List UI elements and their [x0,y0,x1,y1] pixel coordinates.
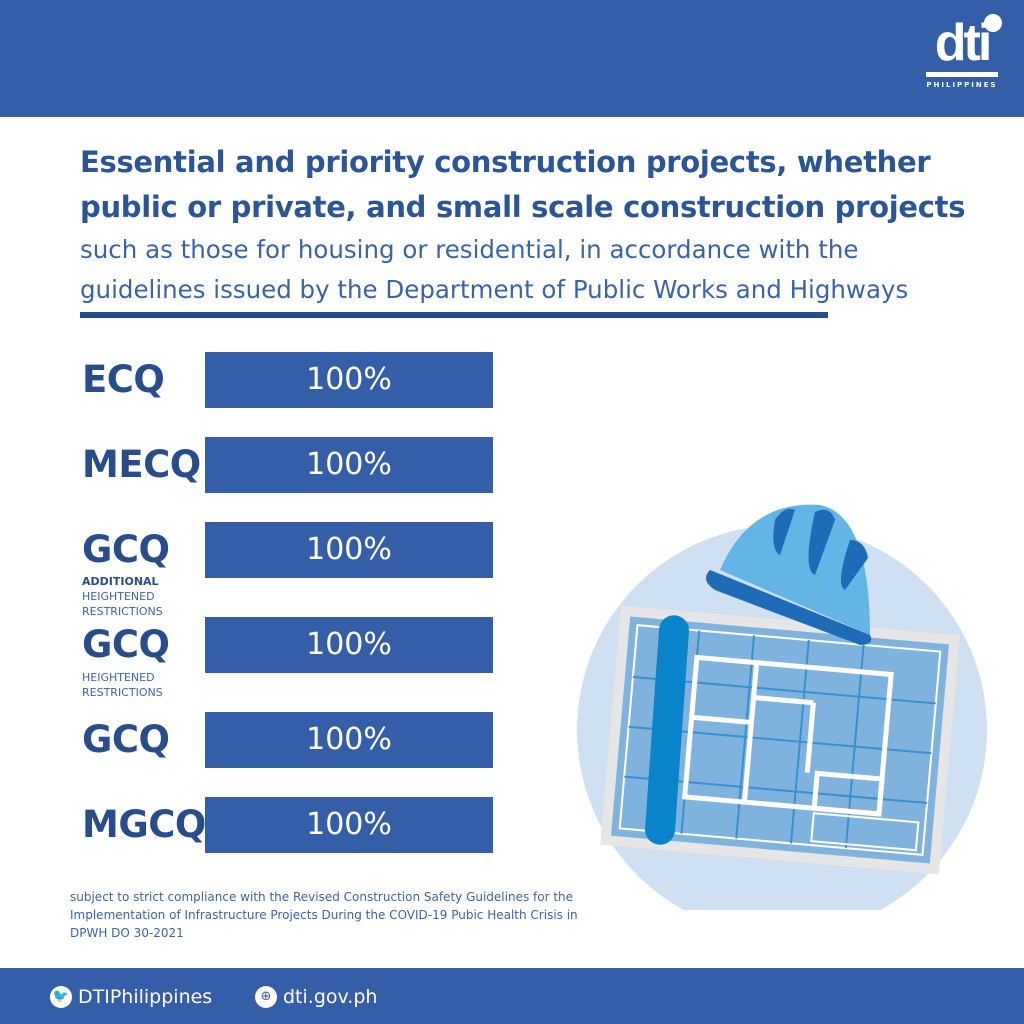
twitter-icon: 🐦 [50,986,72,1008]
rolled-blueprint-icon [645,615,689,845]
row-value-mgcq: 100% [205,797,493,853]
hard-hat-icon [706,504,872,645]
dti-logo: dti PHILIPPINES [922,14,1002,98]
row-value-mecq: 100% [205,437,493,493]
row-label-gcq-ahr: GCQ [82,528,170,571]
website-url: dti.gov.ph [283,986,378,1008]
blueprint-icon [600,605,960,875]
headline: Essential and priority construction proj… [80,140,980,310]
row-sub-gcq-ahr: ADDITIONAL HEIGHTENED RESTRICTIONS [82,575,163,618]
row-value-ecq: 100% [205,352,493,408]
row-value-gcq-ahr: 100% [205,522,493,578]
divider [80,312,828,318]
headline-line2: public or private, and small scale const… [80,190,966,224]
row-value-gcq: 100% [205,712,493,768]
row-value-gcq-hr: 100% [205,617,493,673]
logo-subtext: PHILIPPINES [926,81,998,89]
twitter-link[interactable]: 🐦 DTIPhilippines [50,986,212,1008]
website-link[interactable]: ⊕ dti.gov.ph [255,986,377,1008]
footer: 🐦 DTIPhilippines ⊕ dti.gov.ph [0,968,1024,1024]
globe-icon [984,14,1002,32]
subheadline-line2: guidelines issued by the Department of P… [80,275,909,304]
row-label-gcq-hr: GCQ [82,623,170,666]
footnote: subject to strict compliance with the Re… [70,890,578,940]
logo-text: dti [934,14,993,72]
row-label-mgcq: MGCQ [82,803,206,846]
row-label-gcq: GCQ [82,718,170,761]
headline-line1: Essential and priority construction proj… [80,145,931,179]
twitter-handle: DTIPhilippines [78,986,213,1008]
row-label-ecq: ECQ [82,358,165,401]
header-banner: dti PHILIPPINES [0,0,1024,117]
row-label-mecq: MECQ [82,443,201,486]
construction-illustration [577,504,987,910]
row-sub-gcq-hr: HEIGHTENED RESTRICTIONS [82,671,163,699]
globe-icon: ⊕ [255,986,277,1008]
subheadline-line1: such as those for housing or residential… [80,235,859,264]
